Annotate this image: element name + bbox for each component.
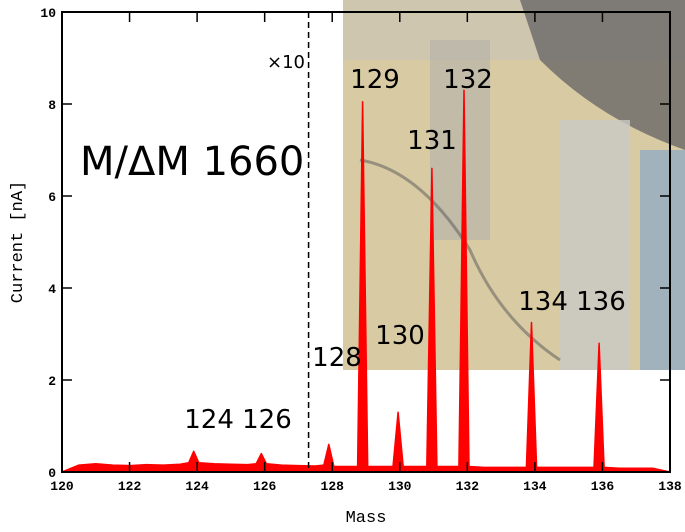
- x-tick-label: 124: [185, 479, 209, 494]
- x-tick-label: 132: [456, 479, 480, 494]
- spectrum: [61, 89, 671, 473]
- annotation: 129: [350, 65, 400, 95]
- annotation: ×10: [267, 52, 305, 73]
- y-tick-label: 10: [40, 6, 56, 21]
- x-tick-label: 120: [50, 479, 74, 494]
- x-tick-label: 128: [321, 479, 345, 494]
- y-tick-label: 4: [48, 282, 56, 297]
- y-tick-label: 6: [48, 190, 56, 205]
- annotation: 131: [407, 126, 457, 156]
- y-tick-label: 0: [48, 466, 56, 481]
- y-tick-label: 2: [48, 374, 56, 389]
- x-tick-label: 130: [388, 479, 412, 494]
- annotation: 124 126: [184, 405, 292, 435]
- annotation: 128: [312, 343, 362, 373]
- annotation: M/ΔM 1660: [80, 139, 304, 185]
- background-photo: [343, 0, 685, 370]
- annotation: 134 136: [518, 287, 626, 317]
- x-tick-label: 134: [523, 479, 547, 494]
- x-axis-label: Mass: [346, 509, 387, 528]
- x-tick-label: 122: [118, 479, 142, 494]
- plot-frame: [61, 11, 671, 473]
- annotation: 130: [375, 321, 425, 351]
- y-axis-label: Current [nA]: [9, 181, 28, 303]
- x-tick-label: 136: [591, 479, 615, 494]
- x-tick-label: 126: [253, 479, 277, 494]
- y-tick-label: 8: [48, 98, 56, 113]
- annotation: 132: [443, 65, 493, 95]
- x-tick-label: 138: [658, 479, 682, 494]
